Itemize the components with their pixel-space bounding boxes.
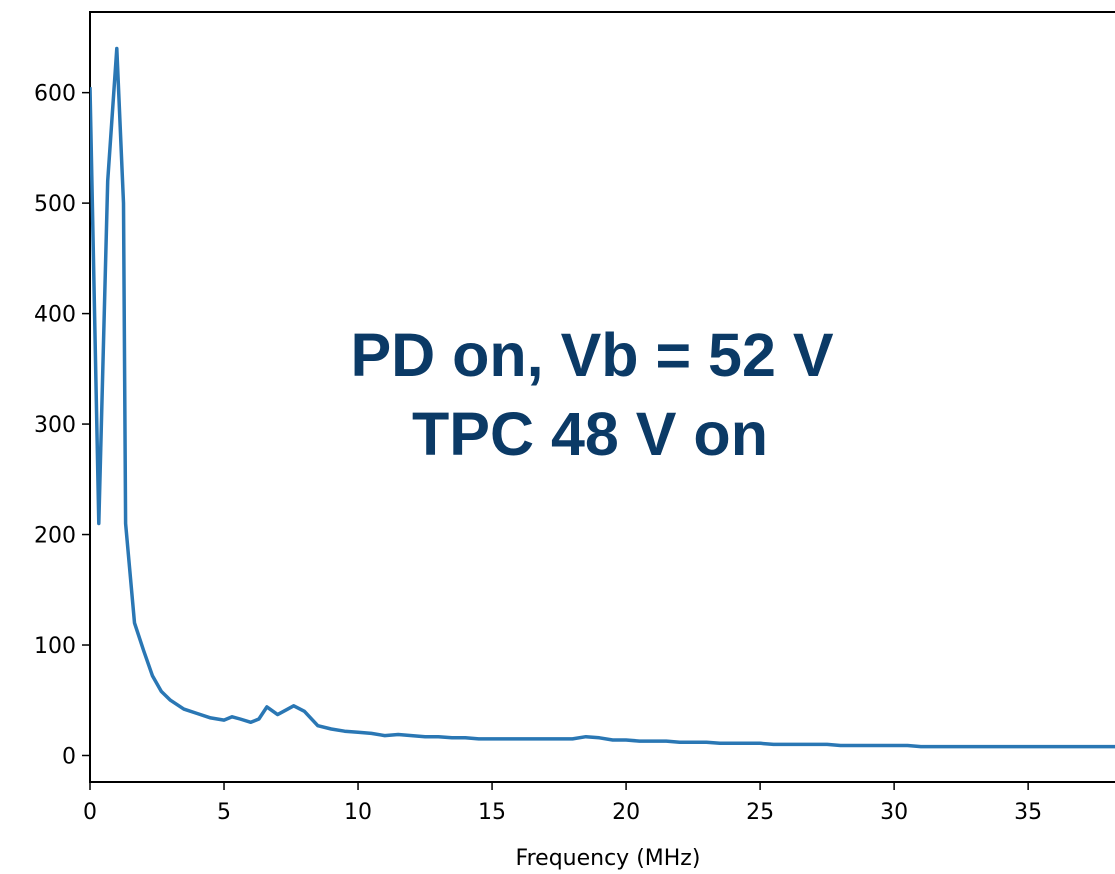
y-tick-label: 200 xyxy=(34,524,76,549)
x-tick-label: 10 xyxy=(344,800,372,825)
annotation-line-1: PD on, Vb = 52 V xyxy=(350,321,833,389)
y-tick-label: 400 xyxy=(34,303,76,328)
x-tick-label: 30 xyxy=(880,800,908,825)
annotation-line-2: TPC 48 V on xyxy=(412,400,768,468)
y-tick-label: 600 xyxy=(34,82,76,107)
x-axis-title: Frequency (MHz) xyxy=(516,846,701,871)
series-line xyxy=(90,46,1115,749)
axes xyxy=(89,11,1115,783)
x-tick-label: 5 xyxy=(217,800,231,825)
x-tick-label: 0 xyxy=(83,800,97,825)
plot-frame xyxy=(89,11,1115,783)
series-layer xyxy=(90,46,1115,749)
x-tick-label: 20 xyxy=(612,800,640,825)
ticks-layer: 0 5 10 15 20 25 30 35 0 100 200 300 400 500 600 xyxy=(34,82,1042,825)
x-tick-label: 15 xyxy=(478,800,506,825)
x-tick-label: 25 xyxy=(746,800,774,825)
y-tick-label: 300 xyxy=(34,413,76,438)
x-tick-label: 35 xyxy=(1014,800,1042,825)
y-tick-label: 100 xyxy=(34,634,76,659)
y-tick-label: 0 xyxy=(62,744,76,769)
y-tick-label: 500 xyxy=(34,192,76,217)
